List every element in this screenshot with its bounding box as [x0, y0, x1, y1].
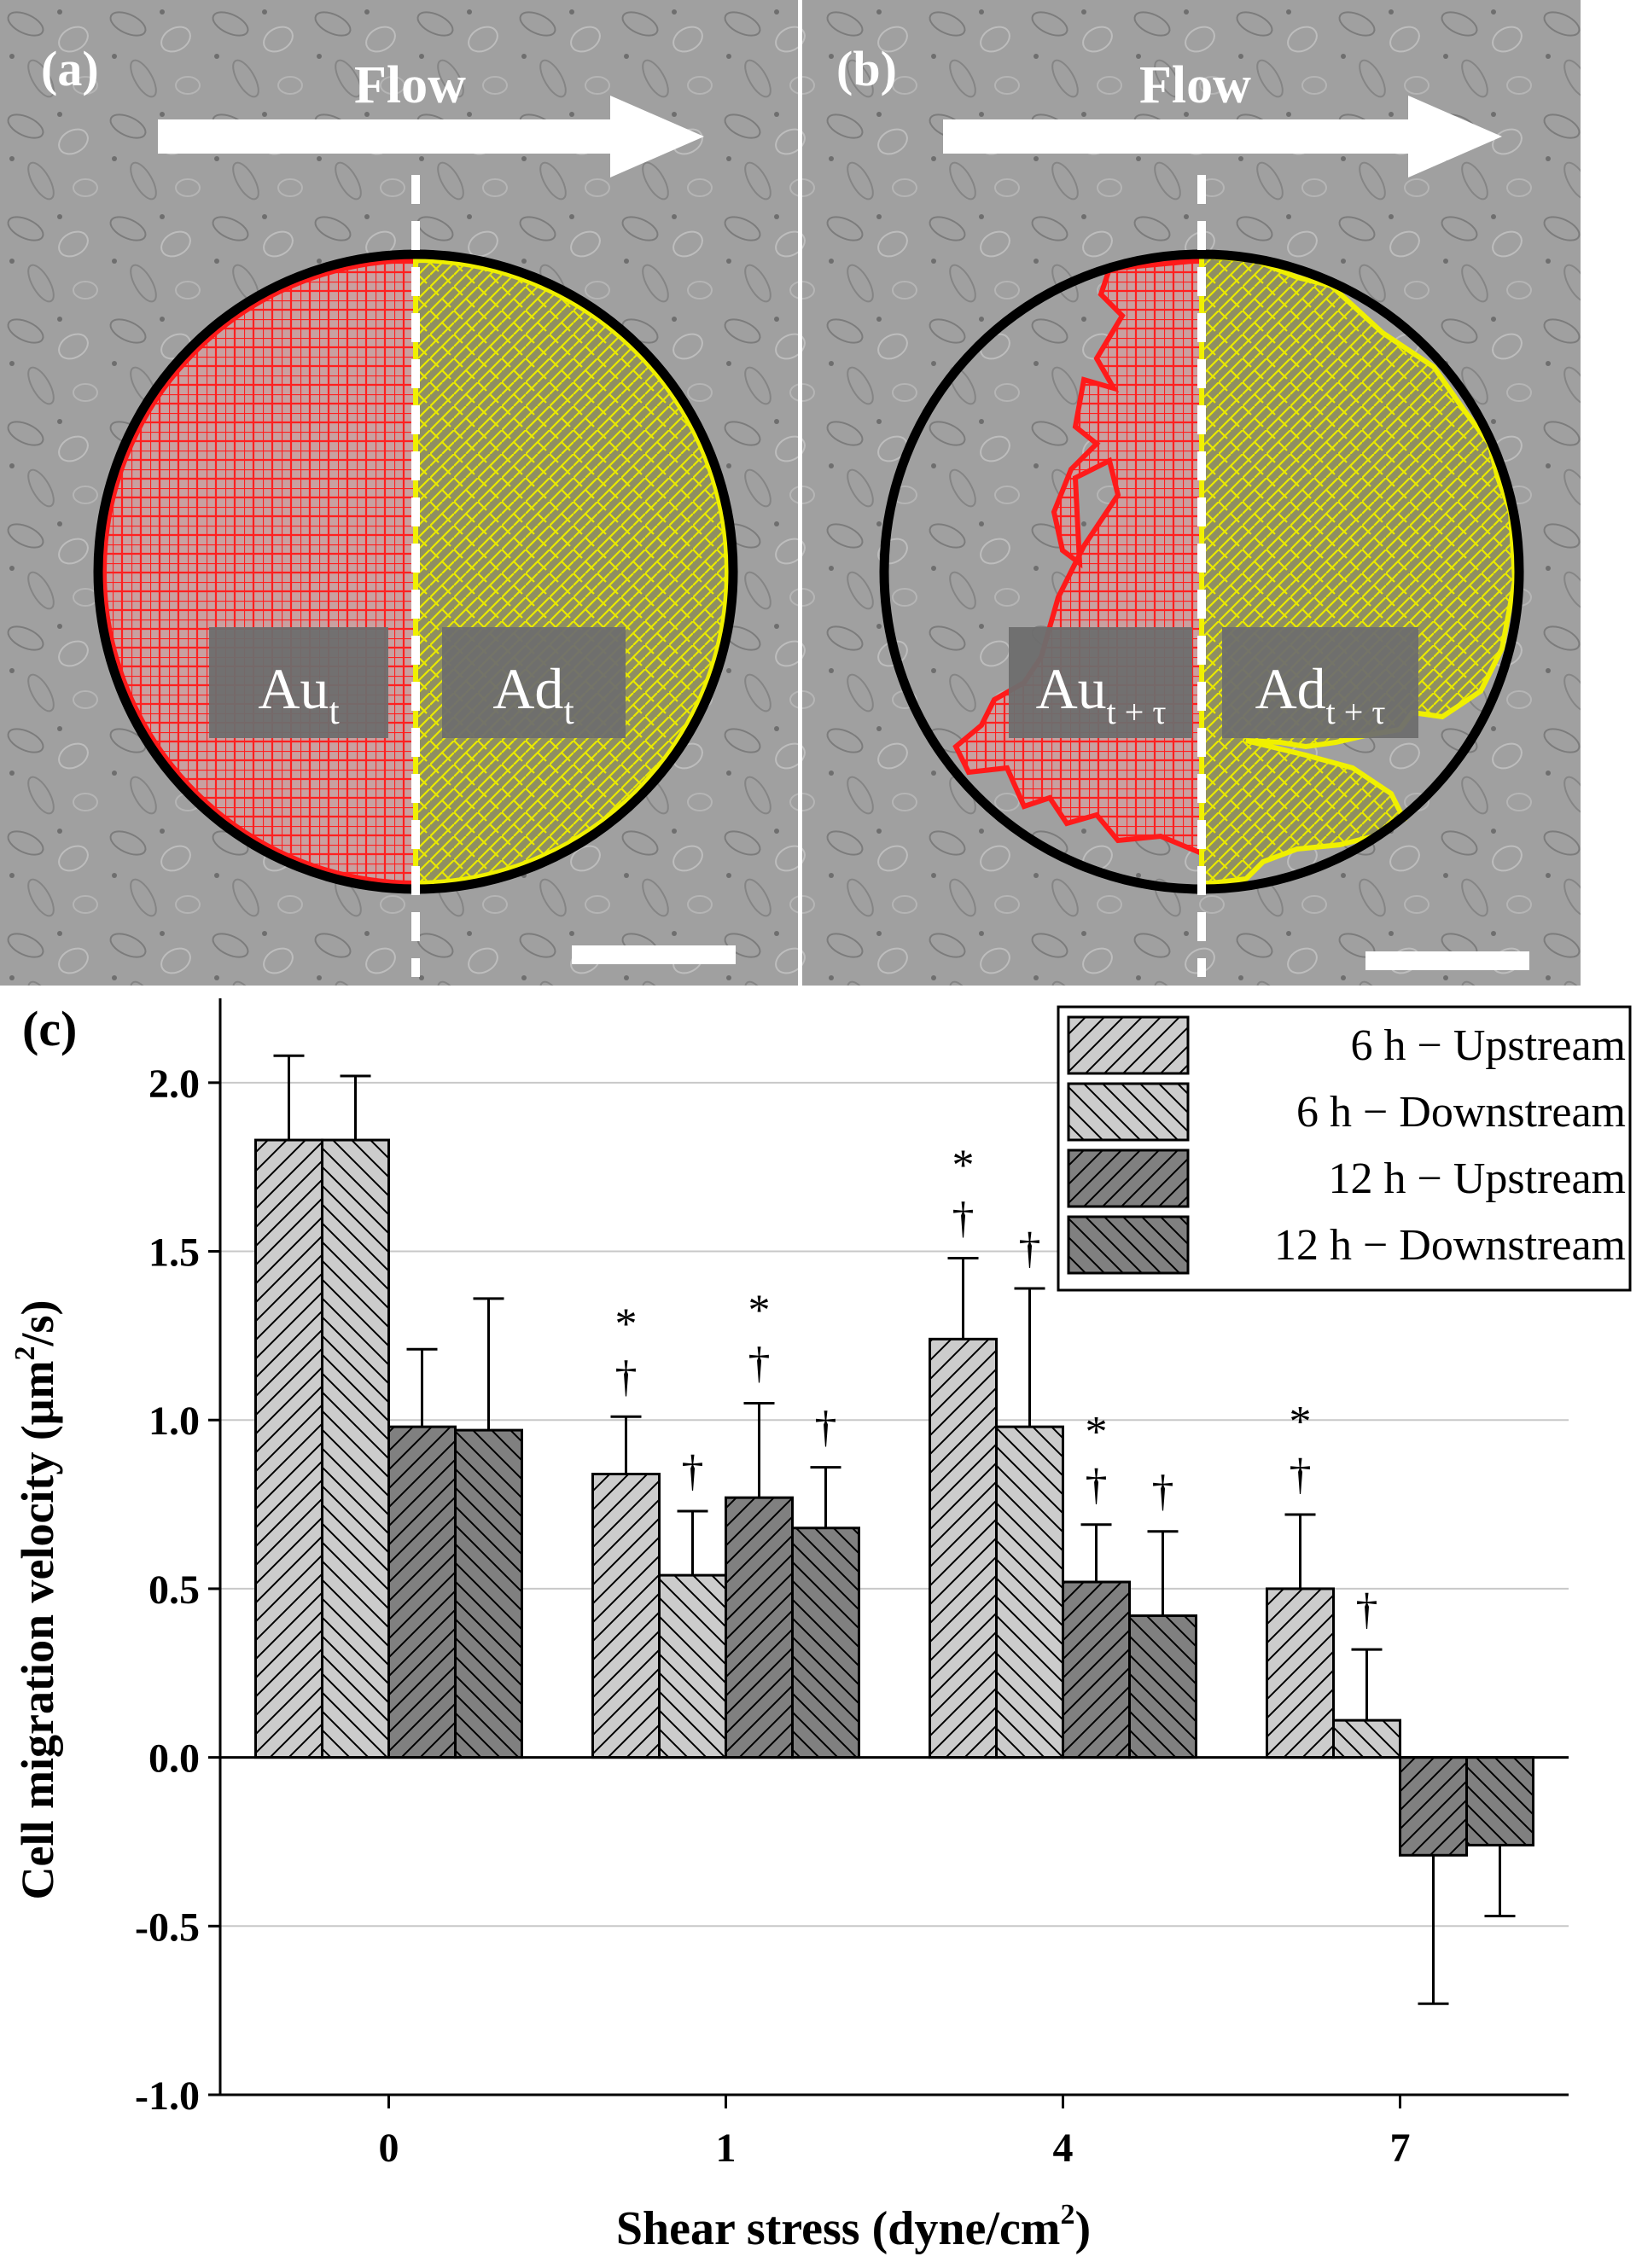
legend-label: 12 h − Upstream	[1329, 1154, 1627, 1203]
flow-label-a: Flow	[354, 56, 466, 114]
legend-swatch	[1067, 1082, 1190, 1142]
significance-mark: †	[1019, 1224, 1041, 1273]
legend: 6 h − Upstream 6 h − Downstream 12 h − Ups…	[1057, 1005, 1632, 1292]
x-axis-label-tail: )	[1074, 2202, 1091, 2255]
bar	[658, 1573, 727, 1759]
bar	[995, 1425, 1064, 1759]
significance-mark: †	[952, 1194, 975, 1242]
y-axis-label-sup: 2	[9, 1346, 41, 1361]
legend-label: 12 h − Downstream	[1274, 1221, 1626, 1270]
label-box-up-b	[1009, 627, 1192, 738]
significance-mark: †	[1086, 1461, 1108, 1509]
bar	[387, 1425, 457, 1759]
bars: *††*††*††*† †*††	[254, 1054, 1534, 2005]
label-box-up-a	[209, 627, 388, 738]
y-tick-label: -0.5	[135, 1905, 200, 1950]
significance-mark: †	[1356, 1585, 1378, 1634]
region-down-base-a: Ad	[492, 656, 563, 721]
region-down-base-b: Ad	[1255, 656, 1326, 721]
bar	[591, 1472, 661, 1759]
label-box-down-b	[1222, 627, 1418, 738]
legend-label: 6 h − Downstream	[1296, 1088, 1626, 1137]
significance-mark: *	[952, 1141, 975, 1189]
bar	[254, 1138, 323, 1759]
x-tick-label: 1	[716, 2126, 737, 2171]
bar	[725, 1496, 794, 1759]
significance-mark: †	[682, 1447, 704, 1496]
panel-label-c: (c)	[22, 1001, 77, 1056]
region-up-sub-b: t + τ	[1107, 693, 1167, 731]
x-tick-label: 7	[1390, 2126, 1411, 2171]
region-label-down-a: Adt	[492, 656, 574, 732]
bar	[1062, 1580, 1131, 1759]
significance-mark: *	[615, 1300, 638, 1348]
flow-label-b: Flow	[1139, 56, 1251, 114]
bar	[929, 1337, 998, 1759]
chart-panel-c: (c) *††*††*††*† †*†† -1.0-0.50.00.51.01.5…	[9, 998, 1632, 2255]
bar	[321, 1138, 390, 1759]
bar	[791, 1527, 860, 1759]
bar	[1128, 1614, 1197, 1759]
y-tick-label: 1.0	[148, 1399, 200, 1444]
y-tick-label: 0.5	[148, 1567, 200, 1613]
y-tick-label: -1.0	[135, 2073, 200, 2119]
y-tick-label: 0.0	[148, 1736, 200, 1782]
x-tick-label: 4	[1053, 2126, 1074, 2171]
x-axis-label-main: Shear stress (dyne/cm	[616, 2202, 1061, 2255]
x-tick-label: 0	[379, 2126, 399, 2171]
bar	[1465, 1756, 1534, 1846]
y-axis-label-main: Cell migration velocity (μm	[12, 1361, 63, 1900]
x-axis-label: Shear stress (dyne/cm2)	[616, 2199, 1091, 2255]
bar	[1399, 1756, 1468, 1857]
significance-mark: †	[1290, 1451, 1312, 1499]
panel-label-b: (b)	[836, 41, 897, 96]
legend-swatch	[1067, 1015, 1190, 1075]
scale-bar-b	[1365, 951, 1529, 970]
significance-mark: †	[615, 1352, 638, 1401]
bar	[1332, 1718, 1401, 1759]
region-down-sub-b: t + τ	[1326, 693, 1386, 731]
region-up-sub-a: t	[329, 690, 339, 732]
label-box-down-a	[442, 627, 626, 738]
flow-arrow-icon	[943, 96, 1502, 177]
significance-mark: †	[815, 1404, 837, 1452]
significance-mark: †	[748, 1339, 771, 1387]
bar	[1266, 1587, 1335, 1759]
axes: -1.0 -0.5 0.0 0.5 1.0 1.5 2.0 0 1 4 7	[135, 998, 1569, 2171]
y-tick-label: 1.5	[148, 1230, 200, 1276]
region-label-up-a: Aut	[258, 656, 339, 732]
legend-swatch	[1067, 1149, 1190, 1208]
significance-mark: *	[1086, 1408, 1108, 1457]
region-up-base-a: Au	[258, 656, 329, 721]
panel-label-a: (a)	[41, 41, 99, 96]
flow-arrow-icon	[158, 96, 704, 177]
significance-mark: *	[1290, 1398, 1312, 1446]
significance-mark: *	[748, 1286, 771, 1335]
y-axis-label-tail: /s)	[12, 1300, 63, 1347]
y-tick-label: 2.0	[148, 1061, 200, 1107]
y-axis-label: Cell migration velocity (μm2/s)	[9, 1300, 63, 1900]
region-up-base-b: Au	[1036, 656, 1107, 721]
legend-label: 6 h − Upstream	[1351, 1021, 1627, 1070]
scale-bar-a	[572, 945, 736, 964]
region-label-up-b: Aut + τ	[1036, 656, 1167, 731]
panel-b: (b) Flow Aut + τ Adt + τ	[802, 0, 1581, 986]
panel-a: (a) Flow Aut Adt	[0, 0, 798, 986]
region-label-down-b: Adt + τ	[1255, 656, 1386, 731]
x-axis-label-sup: 2	[1060, 2199, 1074, 2230]
legend-swatch	[1067, 1215, 1190, 1275]
region-down-sub-a: t	[563, 690, 574, 732]
significance-mark: †	[1152, 1468, 1174, 1516]
bar	[454, 1428, 523, 1759]
